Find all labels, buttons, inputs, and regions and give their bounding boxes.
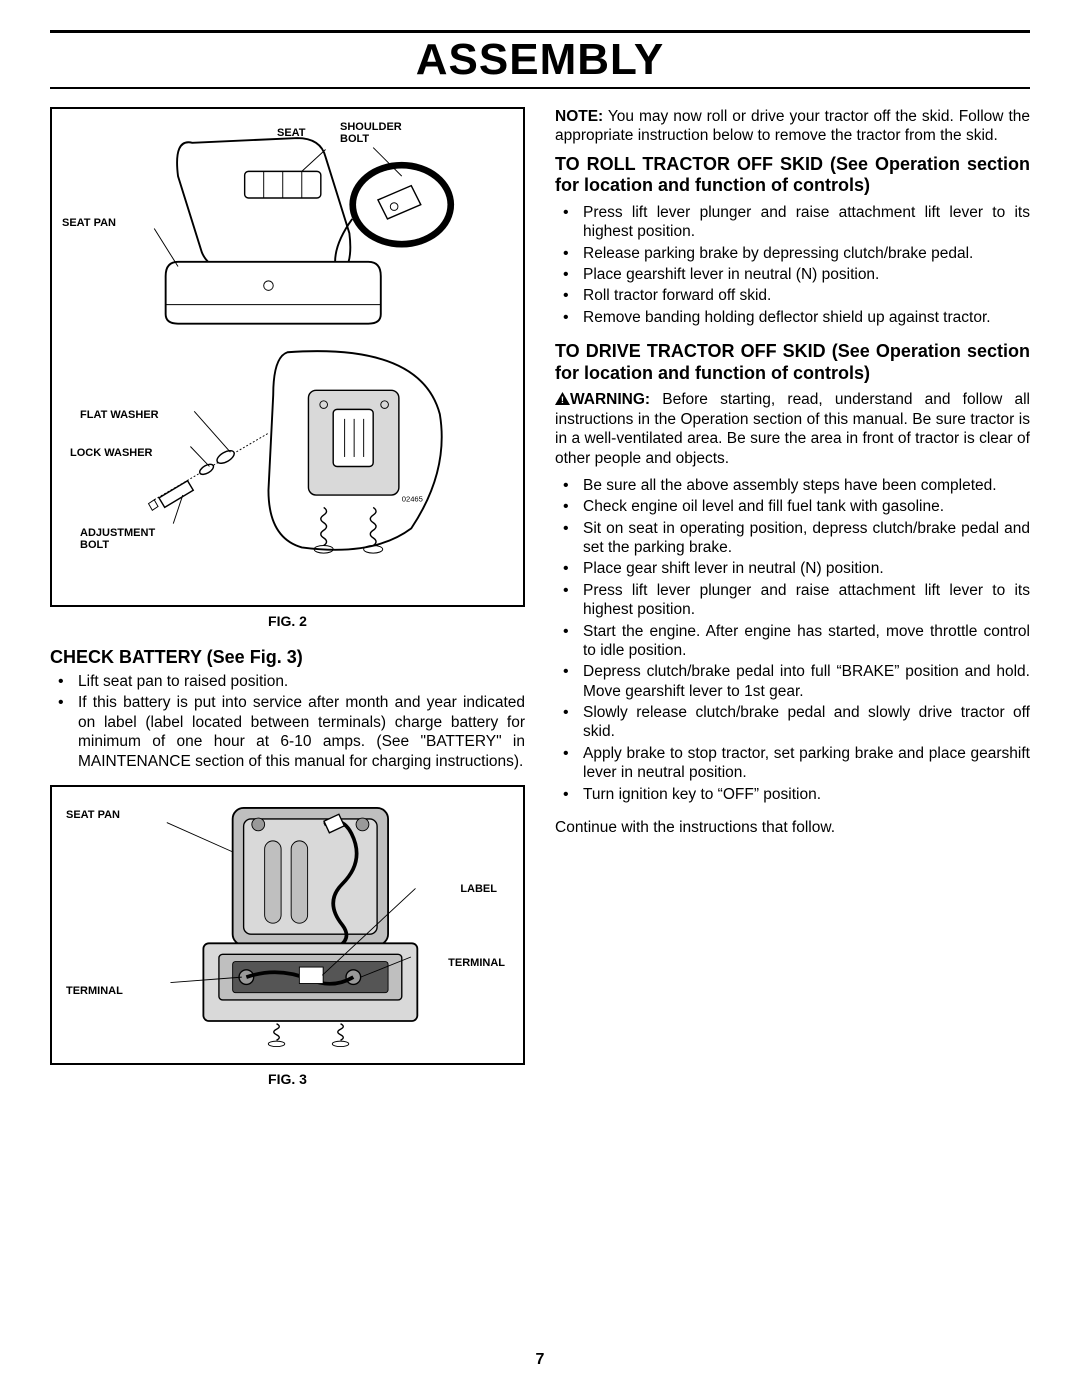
check-battery-list: Lift seat pan to raised position. If thi… [50, 672, 525, 771]
list-item: Start the engine. After engine has start… [555, 622, 1030, 661]
list-item: Slowly release clutch/brake pedal and sl… [555, 703, 1030, 742]
rule-top [50, 30, 1030, 33]
list-item: If this battery is put into service afte… [50, 693, 525, 771]
fig3-label-label: LABEL [460, 883, 497, 895]
drive-off-heading: TO DRIVE TRACTOR OFF SKID (See Operation… [555, 341, 1030, 384]
fig2-label-seat: SEAT [277, 127, 306, 139]
left-column: SEAT SHOULDER BOLT SEAT PAN FLAT WASHER … [50, 107, 525, 1105]
figure-2-box: SEAT SHOULDER BOLT SEAT PAN FLAT WASHER … [50, 107, 525, 607]
figure-2-caption: FIG. 2 [50, 613, 525, 629]
list-item: Roll tractor forward off skid. [555, 286, 1030, 305]
fig2-label-seat-pan: SEAT PAN [62, 217, 116, 229]
page-title: ASSEMBLY [50, 35, 1030, 85]
list-item: Depress clutch/brake pedal into full “BR… [555, 662, 1030, 701]
fig3-label-seat-pan: SEAT PAN [66, 809, 120, 821]
list-item: Press lift lever plunger and raise attac… [555, 203, 1030, 242]
list-item: Be sure all the above assembly steps hav… [555, 476, 1030, 495]
roll-off-list: Press lift lever plunger and raise attac… [555, 203, 1030, 327]
list-item: Place gearshift lever in neutral (N) pos… [555, 265, 1030, 284]
fig2-part-no: 02465 [402, 495, 423, 504]
fig2-label-shoulder-bolt: SHOULDER BOLT [340, 121, 410, 145]
two-column-layout: SEAT SHOULDER BOLT SEAT PAN FLAT WASHER … [50, 107, 1030, 1105]
fig2-label-flat-washer: FLAT WASHER [80, 409, 159, 421]
check-battery-heading: CHECK BATTERY (See Fig. 3) [50, 647, 525, 668]
continue-text: Continue with the instructions that foll… [555, 818, 1030, 837]
fig2-label-adjustment-bolt: ADJUSTMENT BOLT [80, 527, 170, 551]
list-item: Press lift lever plunger and raise attac… [555, 581, 1030, 620]
fig3-label-terminal-r: TERMINAL [448, 957, 505, 969]
rule-bottom [50, 87, 1030, 89]
roll-off-heading: TO ROLL TRACTOR OFF SKID (See Operation … [555, 154, 1030, 197]
figure-2-svg: 02465 [62, 119, 513, 595]
warning-paragraph: ! WARNING: Before starting, read, unders… [555, 390, 1030, 468]
list-item: Place gear shift lever in neutral (N) po… [555, 559, 1030, 578]
warning-label: WARNING: [570, 391, 650, 408]
warning-icon: ! [555, 392, 570, 405]
figure-3-svg [62, 797, 513, 1053]
right-column: NOTE: You may now roll or drive your tra… [555, 107, 1030, 1105]
list-item: Apply brake to stop tractor, set parking… [555, 744, 1030, 783]
note-text: You may now roll or drive your tractor o… [555, 108, 1030, 144]
note-paragraph: NOTE: You may now roll or drive your tra… [555, 107, 1030, 146]
list-item: Check engine oil level and fill fuel tan… [555, 497, 1030, 516]
list-item: Release parking brake by depressing clut… [555, 244, 1030, 263]
fig2-label-lock-washer: LOCK WASHER [70, 447, 153, 459]
figure-3-caption: FIG. 3 [50, 1071, 525, 1087]
fig3-label-terminal-l: TERMINAL [66, 985, 123, 997]
page-number: 7 [0, 1351, 1080, 1369]
list-item: Remove banding holding deflector shield … [555, 308, 1030, 327]
list-item: Lift seat pan to raised position. [50, 672, 525, 691]
list-item: Turn ignition key to “OFF” position. [555, 785, 1030, 804]
figure-3-box: SEAT PAN LABEL TERMINAL TERMINAL [50, 785, 525, 1065]
drive-off-list: Be sure all the above assembly steps hav… [555, 476, 1030, 804]
svg-text:!: ! [561, 396, 564, 406]
list-item: Sit on seat in operating position, depre… [555, 519, 1030, 558]
note-label: NOTE: [555, 108, 603, 125]
